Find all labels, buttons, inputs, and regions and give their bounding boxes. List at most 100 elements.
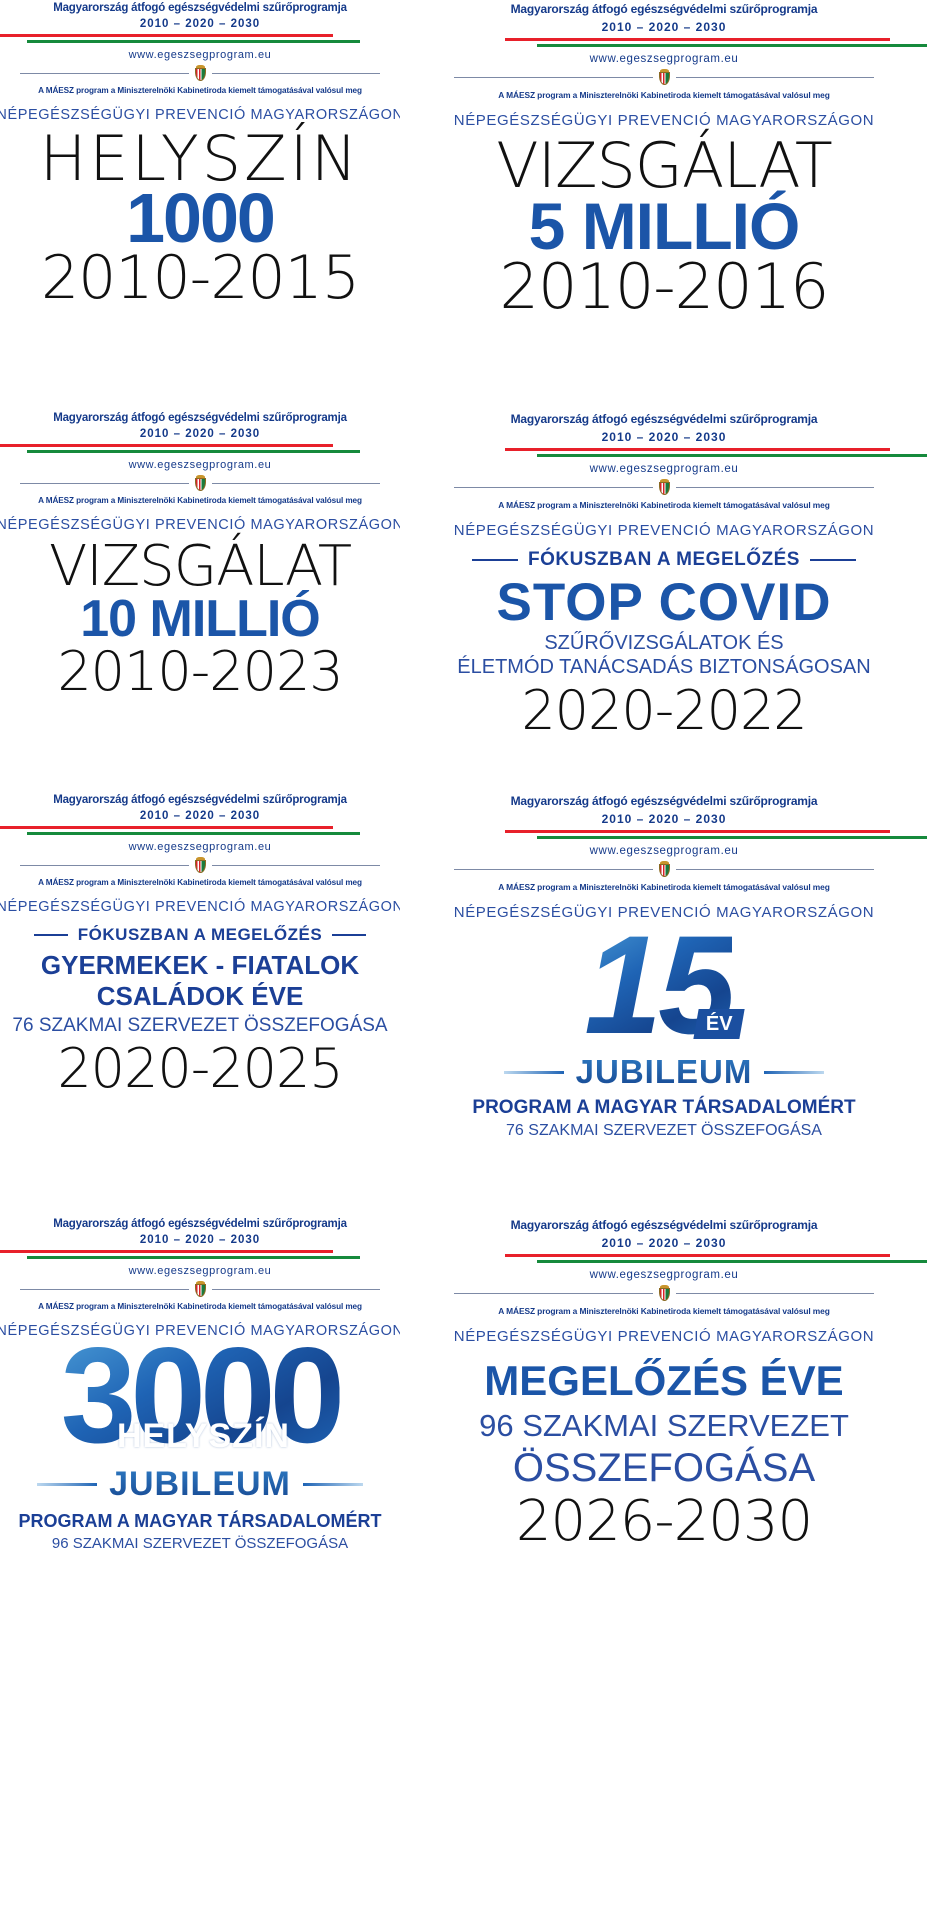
overlay-word: HELYSZÍN (116, 1417, 290, 1455)
divider-left (454, 1292, 653, 1294)
tagline: NÉPEGÉSZSÉGÜGYI PREVENCIÓ MAGYARORSZÁGON (453, 112, 875, 129)
subtitle-line-2: ÉLETMÓD TANÁCSADÁS BIZTONSÁGOSAN (457, 656, 871, 678)
hungarian-coat-of-arms-icon (194, 475, 206, 491)
support-line: A MÁESZ program a Miniszterelnöki Kabine… (498, 500, 830, 510)
subtitle-line-2: 76 SZAKMAI SZERVEZET ÖSSZEFOGÁSA (506, 1122, 822, 1139)
year-range: 2010-2016 (499, 250, 830, 323)
logo-card-stop-covid: Magyarország átfogó egészségvédelmi szűr… (400, 390, 928, 780)
headline: VIZSGÁLAT (496, 129, 832, 202)
support-line: A MÁESZ program a Miniszterelnöki Kabine… (498, 882, 830, 892)
subtitle-line-1: 76 SZAKMAI SZERVEZET ÖSSZEFOGÁSA (12, 1015, 388, 1036)
tricolor-green-bar (537, 44, 927, 47)
banner-rule-left (33, 934, 68, 936)
logo-header: Magyarország átfogó egészségvédelmi szűr… (0, 1218, 400, 1339)
jubileum-label: JUBILEUM (109, 1465, 291, 1503)
program-title: Magyarország átfogó egészségvédelmi szűr… (510, 412, 818, 426)
tricolor-red-bar (505, 38, 890, 41)
tricolor-red-bar (505, 448, 890, 451)
big-number: 3000 (60, 1319, 346, 1471)
program-years: 2010 – 2020 – 2030 (139, 18, 261, 30)
support-line: A MÁESZ program a Miniszterelnöki Kabine… (498, 1306, 830, 1316)
program-title: Magyarország átfogó egészségvédelmi szűr… (510, 1218, 818, 1232)
year-range: 2026-2030 (515, 1489, 813, 1554)
subtitle-line-1: SZŰRŐVIZSGÁLATOK ÉS (544, 632, 784, 654)
tricolor-red-bar (0, 444, 333, 447)
program-url: www.egeszsegprogram.eu (128, 1265, 272, 1277)
program-years: 2010 – 2020 – 2030 (601, 430, 727, 444)
divider-left (454, 486, 653, 488)
tagline: NÉPEGÉSZSÉGÜGYI PREVENCIÓ MAGYARORSZÁGON (0, 107, 400, 123)
year-range: 2010-2015 (40, 243, 360, 313)
hungarian-coat-of-arms-icon (658, 479, 670, 495)
tricolor-green-bar (537, 836, 927, 839)
headline: MEGELŐZÉS ÉVE (484, 1357, 844, 1404)
tagline: NÉPEGÉSZSÉGÜGYI PREVENCIÓ MAGYARORSZÁGON (0, 1323, 400, 1339)
jubileum-label: JUBILEUM (575, 1053, 753, 1090)
headline-line-1: GYERMEKEK - FIATALOK (40, 950, 360, 980)
divider-left (20, 864, 189, 866)
logo-card-vizsgalat-10-millio: Magyarország átfogó egészségvédelmi szűr… (0, 390, 400, 780)
subtitle-line-1: PROGRAM A MAGYAR TÁRSADALOMÉRT (472, 1097, 856, 1118)
headline: STOP COVID (496, 573, 832, 632)
divider-right (675, 1292, 874, 1294)
logo-header: Magyarország átfogó egészségvédelmi szűr… (400, 1218, 928, 1345)
divider-right (675, 486, 874, 488)
support-line: A MÁESZ program a Miniszterelnöki Kabine… (498, 90, 830, 100)
support-line: A MÁESZ program a Miniszterelnöki Kabine… (38, 496, 362, 505)
divider-left (454, 868, 653, 870)
program-title: Magyarország átfogó egészségvédelmi szűr… (53, 1218, 347, 1230)
big-number: 10 MILLIÓ (80, 590, 320, 648)
program-years: 2010 – 2020 – 2030 (139, 1234, 261, 1246)
tagline: NÉPEGÉSZSÉGÜGYI PREVENCIÓ MAGYARORSZÁGON (0, 899, 400, 915)
divider-left (20, 482, 189, 484)
ev-badge-label: ÉV (705, 1012, 733, 1035)
program-url: www.egeszsegprogram.eu (589, 53, 739, 65)
logo-card-vizsgalat-5-millio: Magyarország átfogó egészségvédelmi szűr… (400, 0, 928, 390)
logo-card-megelozes-eve: Magyarország átfogó egészségvédelmi szűr… (400, 1170, 928, 1920)
program-title: Magyarország átfogó egészségvédelmi szűr… (53, 2, 347, 14)
subtitle-line-2: 96 SZAKMAI SZERVEZET ÖSSZEFOGÁSA (51, 1535, 349, 1552)
banner-rule-right (332, 934, 367, 936)
headline: VIZSGÁLAT (48, 534, 352, 599)
program-years: 2010 – 2020 – 2030 (139, 428, 261, 440)
tagline: NÉPEGÉSZSÉGÜGYI PREVENCIÓ MAGYARORSZÁGON (453, 1328, 875, 1345)
support-line: A MÁESZ program a Miniszterelnöki Kabine… (38, 86, 362, 95)
support-line: A MÁESZ program a Miniszterelnöki Kabine… (38, 878, 362, 887)
logo-header: Magyarország átfogó egészségvédelmi szűr… (0, 794, 400, 915)
program-url: www.egeszsegprogram.eu (128, 49, 272, 61)
subtitle-line-1: 96 SZAKMAI SZERVEZET (479, 1408, 849, 1443)
tricolor-green-bar (27, 40, 360, 43)
hungarian-coat-of-arms-icon (194, 1281, 206, 1297)
jubileum-rule-right (302, 1483, 363, 1486)
logo-header: Magyarország átfogó egészségvédelmi szűr… (400, 412, 928, 539)
tricolor-red-bar (0, 1250, 333, 1253)
year-range: 2010-2023 (57, 640, 343, 703)
divider-right (675, 76, 874, 78)
program-url: www.egeszsegprogram.eu (128, 459, 272, 471)
jubileum-rule-right (764, 1070, 825, 1074)
program-years: 2010 – 2020 – 2030 (601, 812, 727, 826)
program-url: www.egeszsegprogram.eu (589, 845, 739, 857)
tagline: NÉPEGÉSZSÉGÜGYI PREVENCIÓ MAGYARORSZÁGON (0, 517, 400, 533)
program-title: Magyarország átfogó egészségvédelmi szűr… (53, 412, 347, 424)
logo-header: Magyarország átfogó egészségvédelmi szűr… (400, 2, 928, 129)
divider-right (675, 868, 874, 870)
hungarian-coat-of-arms-icon (658, 69, 670, 85)
tricolor-red-bar (505, 1254, 890, 1257)
logo-header: Magyarország átfogó egészségvédelmi szűr… (0, 412, 400, 533)
logo-header: Magyarország átfogó egészségvédelmi szűr… (0, 2, 400, 123)
program-years: 2010 – 2020 – 2030 (139, 810, 261, 822)
tricolor-green-bar (27, 1256, 360, 1259)
program-title: Magyarország átfogó egészségvédelmi szűr… (53, 794, 347, 806)
tricolor-red-bar (505, 830, 890, 833)
program-url: www.egeszsegprogram.eu (589, 463, 739, 475)
jubileum-rule-left (503, 1070, 564, 1074)
subtitle-line-2: ÖSSZEFOGÁSA (512, 1446, 816, 1490)
divider-left (20, 72, 189, 74)
program-title: Magyarország átfogó egészségvédelmi szűr… (510, 794, 818, 808)
divider-right (211, 864, 380, 866)
tricolor-red-bar (0, 826, 333, 829)
logo-card-gyermekek-fiatalok: Magyarország átfogó egészségvédelmi szűr… (0, 780, 400, 1170)
divider-right (211, 482, 380, 484)
